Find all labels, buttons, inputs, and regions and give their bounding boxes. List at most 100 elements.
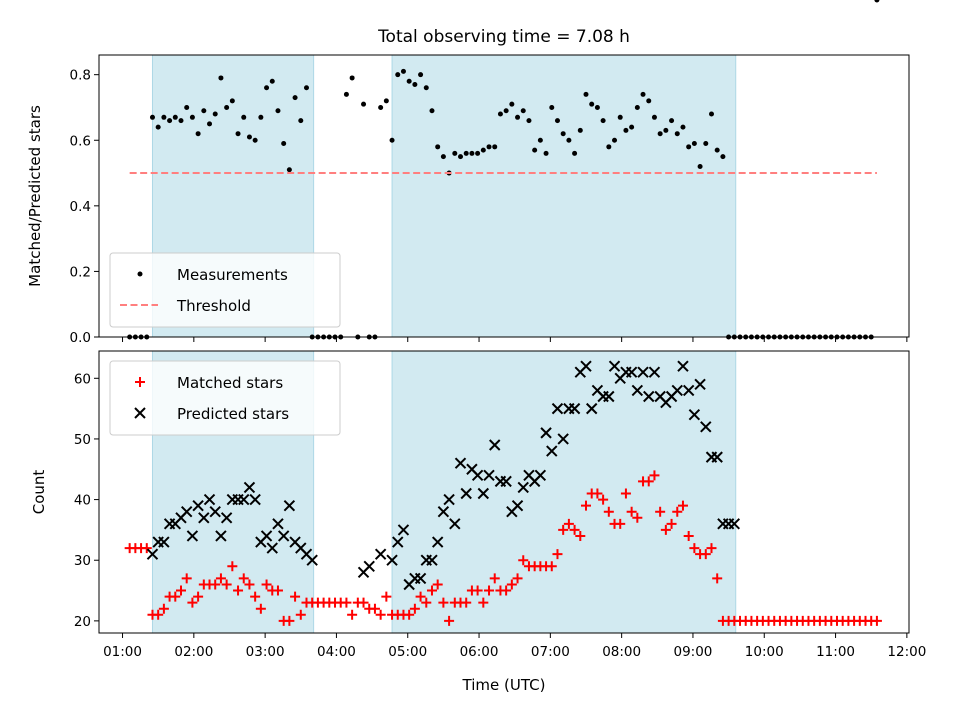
measurements-point [612, 137, 618, 143]
measurements-point [686, 144, 692, 150]
matched-stars-point [683, 530, 694, 541]
predicted-stars-point [608, 360, 621, 372]
measurements-point [458, 154, 464, 160]
y-tick-label-count: 60 [74, 371, 91, 387]
measurements-point [423, 85, 429, 91]
x-tick-label: 12:00 [887, 644, 926, 660]
predicted-stars-point [386, 554, 398, 566]
matched-stars-point [666, 518, 677, 529]
measurements-point [560, 131, 566, 137]
y-tick-label-ratio: 0.4 [70, 199, 91, 215]
predicted-stars-point [500, 475, 512, 488]
y-tick-label-ratio: 0.0 [70, 330, 91, 346]
measurements-point [486, 144, 492, 150]
measurements-point [281, 141, 287, 147]
predicted-stars-point [477, 487, 490, 500]
predicted-stars-point [260, 530, 273, 542]
measurements-point [663, 127, 669, 133]
matched-stars-point [598, 494, 609, 505]
measurements-point [520, 108, 526, 114]
predicted-stars-point [209, 506, 221, 518]
matched-stars-point [615, 518, 626, 529]
y-axis-label-count: Count [30, 470, 48, 515]
matched-stars-point [438, 597, 449, 608]
y-tick-label-ratio: 0.8 [70, 68, 91, 84]
matched-stars-point [558, 524, 569, 535]
measurements-point [617, 114, 623, 120]
x-tick-label: 04:00 [317, 644, 356, 660]
matched-stars-point [472, 585, 483, 596]
matched-stars-point [546, 561, 557, 572]
matched-stars-point [233, 585, 244, 596]
matched-stars-point [689, 543, 700, 554]
matched-stars-point [563, 518, 574, 529]
measurements-point [292, 95, 298, 101]
predicted-stars-point [249, 493, 261, 506]
measurements-point [241, 114, 247, 120]
measurements-point [383, 98, 389, 104]
predicted-stars-point [414, 572, 427, 585]
matched-stars-point [227, 561, 238, 572]
measurements-point [264, 85, 270, 91]
measurements-point [594, 104, 600, 110]
matched-stars-point [432, 579, 443, 590]
measurements-point [674, 131, 680, 137]
x-tick-label: 11:00 [816, 644, 855, 660]
matched-stars-point [244, 579, 255, 590]
y-tick-label-count: 20 [74, 614, 91, 630]
measurements-point [298, 118, 304, 124]
matched-stars-point [592, 488, 603, 499]
measurements-point [480, 147, 486, 153]
predicted-stars-point [688, 408, 701, 421]
measurements-point [275, 108, 281, 114]
x-tick-label: 09:00 [673, 644, 712, 660]
predicted-stars-point [215, 530, 227, 542]
y-tick-label-count: 40 [74, 493, 91, 509]
matched-stars-point [415, 591, 426, 602]
legend-swatch [137, 271, 143, 277]
matched-stars-point [506, 579, 517, 590]
measurements-point [874, 0, 880, 3]
matched-stars-point [575, 530, 586, 541]
measurements-point [503, 108, 509, 114]
predicted-stars-point [392, 536, 404, 548]
predicted-stars-point [283, 499, 296, 512]
y-axis-label-ratio: Matched/Predicted stars [26, 105, 44, 287]
matched-stars-point [295, 609, 306, 620]
measurements-point [418, 72, 424, 78]
measurements-point [509, 101, 515, 107]
predicted-stars-point [272, 518, 284, 530]
shaded-interval-ratio [391, 54, 737, 338]
matched-stars-point [341, 597, 352, 608]
legend-swatch [134, 407, 146, 419]
matched-stars-point [215, 573, 226, 584]
predicted-stars-point [460, 487, 472, 500]
measurements-point [646, 98, 652, 104]
x-tick-label: 07:00 [531, 644, 570, 660]
predicted-stars-point [266, 542, 278, 554]
legend-ratio: Measurements Threshold [109, 252, 341, 328]
matched-stars-point [158, 603, 169, 614]
predicted-stars-point [146, 548, 159, 560]
predicted-stars-point [437, 506, 450, 518]
matched-stars-point [375, 609, 386, 620]
measurements-point [361, 101, 367, 107]
measurements-point [572, 150, 578, 156]
measurements-point [395, 72, 401, 78]
measurements-point [583, 91, 589, 97]
measurements-point [246, 134, 252, 140]
chart-title: Total observing time = 7.08 h [377, 27, 630, 47]
y-tick-label-count: 30 [74, 553, 91, 569]
predicted-stars-point [557, 433, 569, 445]
shaded-interval-count [391, 350, 737, 634]
predicted-stars-point [158, 536, 170, 548]
measurements-point [623, 127, 629, 133]
matched-stars-point [421, 597, 432, 608]
measurements-point [469, 150, 475, 156]
predicted-stars-point [643, 390, 655, 403]
matched-stars-point [660, 524, 671, 535]
measurements-point [400, 68, 406, 74]
measurements-point [554, 118, 560, 124]
measurements-point [452, 150, 458, 156]
measurements-point [669, 118, 675, 124]
